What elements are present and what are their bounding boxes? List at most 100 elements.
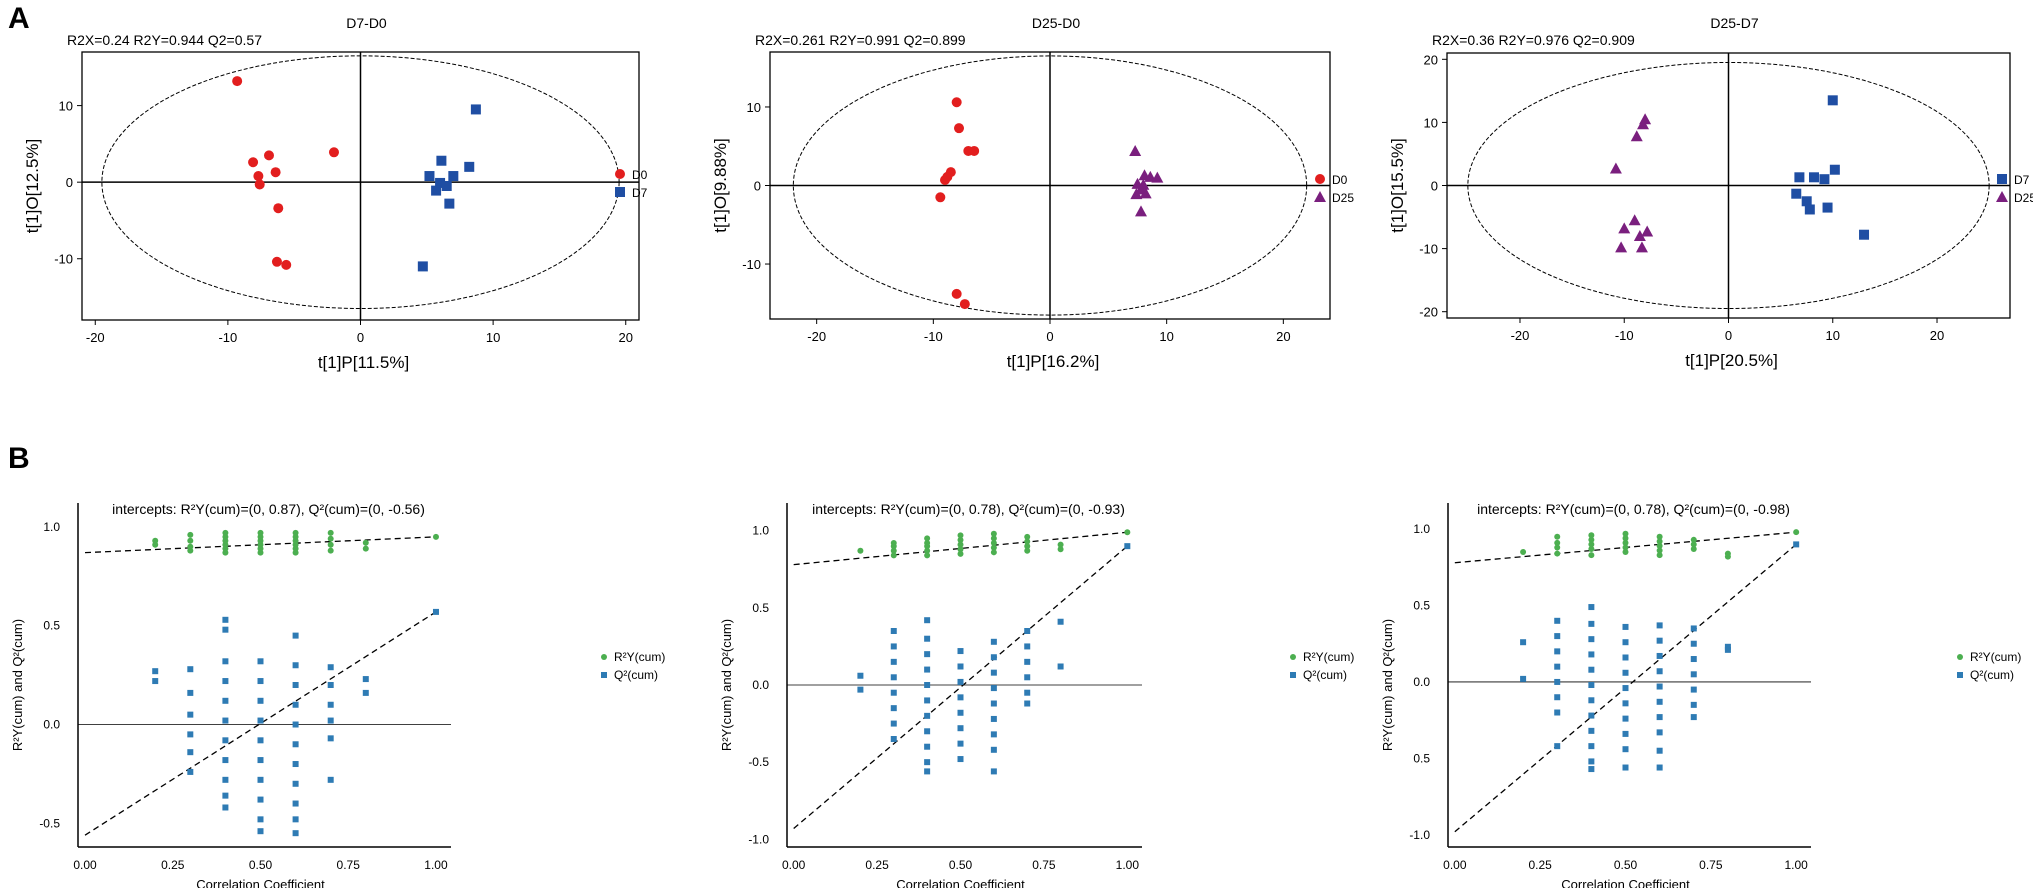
- score-plot-d25-d7-svg: D25-D7 R2X=0.36 R2Y=0.976 Q2=0.909 -20 -10 0…: [1388, 15, 2033, 370]
- data-point: [935, 192, 946, 203]
- data-point: [232, 76, 243, 87]
- r2-point: [990, 544, 997, 551]
- data-point: [969, 145, 980, 156]
- series-q2: [1520, 541, 1800, 773]
- q2-point: [292, 682, 299, 688]
- data-point: [441, 181, 452, 191]
- r2-point: [327, 535, 334, 542]
- legend-marker: [615, 169, 625, 179]
- q2-point: [1024, 700, 1031, 707]
- x-tick-label: 0.75: [1032, 858, 1056, 872]
- r2-point: [1656, 538, 1663, 545]
- q2-point: [957, 678, 964, 685]
- data-point: [470, 104, 481, 115]
- x-tick-label: -20: [86, 330, 105, 345]
- q2-point: [890, 628, 897, 634]
- r2-point: [924, 543, 931, 550]
- data-point: [1135, 205, 1147, 217]
- q2-point: [924, 666, 931, 673]
- q2-point: [857, 672, 864, 679]
- data-point: [1641, 225, 1654, 237]
- score-plot-d7-d0-svg: D7-D0 R2X=0.24 R2Y=0.944 Q2=0.57 -20 -10 0 10…: [23, 15, 648, 372]
- data-point: [431, 185, 442, 196]
- x-tick-label: 0.00: [782, 858, 806, 872]
- legend-marker: [1957, 654, 1963, 660]
- legend-marker: [615, 187, 625, 197]
- score-plot-d25-d0-svg: D25-D0 R2X=0.261 R2Y=0.991 Q2=0.899 -20 -10…: [711, 15, 1354, 371]
- r2-point: [924, 547, 931, 554]
- x-tick-label: 0: [1725, 328, 1732, 343]
- q2-point: [1622, 669, 1629, 676]
- y-tick-label: 0.5: [43, 619, 60, 633]
- permutation-plot-d25-d0-svg: intercepts: R²Y(cum)=(0, 0.78), Q²(cum)=…: [719, 501, 1354, 888]
- q2-point: [924, 728, 931, 735]
- data-point: [1615, 241, 1628, 253]
- y-tick-label: 0.0: [1413, 675, 1430, 689]
- q2-point: [957, 694, 964, 701]
- q2-point: [1588, 727, 1595, 734]
- q2-point: [1554, 678, 1561, 685]
- r2-regression-line: [793, 531, 1128, 566]
- x-tick-label: 0: [357, 330, 364, 345]
- q2-point: [327, 776, 334, 783]
- r2-point: [1057, 546, 1064, 553]
- q2-point: [1622, 730, 1629, 737]
- x-tick-label: 1.00: [1784, 858, 1808, 872]
- q2-point: [1656, 747, 1663, 754]
- q2-point: [1622, 654, 1629, 661]
- q2-point: [1588, 712, 1595, 719]
- r2-point: [432, 533, 439, 540]
- q2-point: [327, 735, 334, 742]
- q2-point: [1588, 620, 1595, 627]
- q2-point: [1588, 636, 1595, 643]
- q2-point: [222, 697, 229, 704]
- data-point: [1794, 172, 1805, 183]
- q2-point: [990, 731, 997, 738]
- legend-label: D7: [2014, 173, 2030, 187]
- data-point: [1791, 188, 1802, 199]
- q2-point: [257, 737, 264, 744]
- q2-point: [1656, 683, 1663, 690]
- data-point: [436, 155, 447, 166]
- legend-marker: [1997, 174, 2007, 184]
- q2-point: [257, 776, 264, 783]
- x-tick-label: 0.25: [1528, 858, 1552, 872]
- q2-point: [327, 664, 334, 671]
- q2-point: [890, 674, 897, 681]
- r2-point: [1554, 550, 1561, 557]
- q2-point: [957, 740, 964, 747]
- x-tick-label: -20: [1511, 328, 1530, 343]
- q2-point: [222, 626, 229, 633]
- x-tick-label: 0: [1046, 329, 1053, 344]
- q2-point: [1520, 675, 1527, 682]
- r2-point: [1656, 547, 1663, 554]
- q2-point: [327, 717, 334, 724]
- r2-point: [327, 547, 334, 554]
- y-tick-label: 1.0: [752, 524, 769, 538]
- series-r2y: [1520, 529, 1800, 560]
- q2-point: [222, 757, 229, 764]
- r2-point: [857, 547, 864, 554]
- q2-point: [187, 768, 194, 775]
- x-tick-label: 0.50: [249, 858, 273, 872]
- q2-point: [1690, 671, 1697, 678]
- data-point: [1151, 171, 1164, 183]
- q2-point: [292, 780, 299, 787]
- y-axis-title: t[1]O[9.88%]: [711, 138, 730, 233]
- r2-point: [1554, 533, 1561, 540]
- r2-point: [990, 535, 997, 542]
- q2-point: [957, 663, 964, 670]
- y-axis-title: R²Y(cum) and Q²(cum): [10, 619, 25, 751]
- q2-point: [890, 720, 897, 727]
- q2-point: [1622, 764, 1629, 771]
- y-tick-label: -10: [54, 252, 73, 267]
- q2-point: [292, 816, 299, 823]
- x-axis-title: t[1]P[16.2%]: [1007, 352, 1100, 371]
- q2-point: [257, 828, 264, 835]
- r2-point: [1656, 552, 1663, 559]
- legend-label: R²Y(cum): [1303, 650, 1354, 664]
- legend-label: Q²(cum): [614, 668, 658, 682]
- r2-point: [1588, 552, 1595, 559]
- q2-point: [327, 701, 334, 708]
- q2-point: [292, 721, 299, 728]
